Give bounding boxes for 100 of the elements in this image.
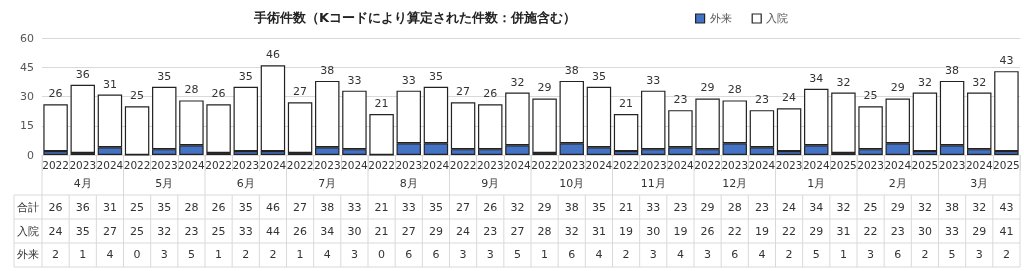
data-label: 0 xyxy=(378,248,386,261)
x-tick-label: 2023 xyxy=(938,158,966,171)
text: 21 xyxy=(619,200,634,214)
bar xyxy=(70,84,95,154)
total-label: 26 xyxy=(483,87,498,101)
text: 29 xyxy=(537,200,552,214)
x-tick-label: 2024 xyxy=(965,158,993,171)
text: 31 xyxy=(102,200,117,214)
data-label: 23 xyxy=(890,224,905,238)
data-label: 27 xyxy=(102,224,117,238)
total-label: 27 xyxy=(456,85,471,99)
total-label: 36 xyxy=(75,67,90,81)
x-tick-label: 2022 xyxy=(286,158,314,171)
x-tick-label: 2023 xyxy=(313,158,341,171)
data-label: 32 xyxy=(157,224,172,238)
text: 32 xyxy=(917,200,932,214)
text: 25 xyxy=(863,200,878,214)
text: 27 xyxy=(456,200,471,214)
total-label: 25 xyxy=(863,89,878,103)
total-label: 38 xyxy=(945,63,960,77)
text: 32 xyxy=(510,200,525,214)
text: 35 xyxy=(428,200,443,214)
data-label: 5 xyxy=(187,248,195,261)
data-label: 1 xyxy=(215,248,223,261)
x-tick-label: 2024 xyxy=(667,158,695,171)
total-label: 46 xyxy=(265,48,280,62)
text: 6月 xyxy=(236,176,255,190)
text: 12月 xyxy=(722,176,748,190)
data-label: 24 xyxy=(48,224,63,238)
total-label: 23 xyxy=(754,93,769,107)
total-label: 34 xyxy=(809,71,824,85)
bar xyxy=(206,104,231,154)
total-label: 35 xyxy=(428,69,443,83)
x-tick-label: 2024 xyxy=(178,158,206,171)
data-label: 22 xyxy=(727,224,742,238)
total-label: 38 xyxy=(320,63,335,77)
total-label: 33 xyxy=(347,73,362,87)
total-label: 21 xyxy=(619,97,634,111)
text: 26 xyxy=(483,200,498,214)
x-tick-label: 2024 xyxy=(96,158,124,171)
text: 外来 xyxy=(17,248,39,261)
data-label: 3 xyxy=(486,248,494,261)
data-label: 5 xyxy=(513,248,521,261)
data-label: 32 xyxy=(564,224,579,238)
text: 34 xyxy=(809,200,824,214)
data-label: 3 xyxy=(459,248,467,261)
x-tick-label: 2022 xyxy=(205,158,232,171)
total-label: 33 xyxy=(646,73,661,87)
data-label: 27 xyxy=(401,224,416,238)
data-label: 33 xyxy=(945,224,960,238)
bar xyxy=(287,102,313,154)
data-label: 33 xyxy=(238,224,253,238)
total-label: 32 xyxy=(836,75,851,89)
text: 35 xyxy=(591,200,606,214)
text: 4月 xyxy=(73,176,92,190)
total-label: 21 xyxy=(374,97,389,111)
text: 38 xyxy=(945,200,960,214)
data-label: 23 xyxy=(483,224,498,238)
x-tick-label: 2022 xyxy=(449,158,477,171)
total-label: 24 xyxy=(782,91,797,105)
data-label: 21 xyxy=(374,224,389,238)
text: 28 xyxy=(727,200,742,214)
total-label: 35 xyxy=(591,69,606,83)
legend-label: 外来 xyxy=(709,12,732,25)
data-label: 3 xyxy=(867,248,875,261)
total-label: 31 xyxy=(102,77,117,91)
text: 26 xyxy=(211,200,226,214)
data-label: 19 xyxy=(673,224,688,238)
data-label: 1 xyxy=(296,248,304,261)
data-label: 24 xyxy=(456,224,471,238)
data-label: 4 xyxy=(595,248,603,261)
y-tick-label: 0 xyxy=(27,148,34,162)
text: 8月 xyxy=(399,176,418,190)
text: 7月 xyxy=(318,176,337,190)
data-label: 3 xyxy=(350,248,358,261)
total-label: 35 xyxy=(157,69,172,83)
data-label: 4 xyxy=(758,248,766,261)
y-tick-label: 30 xyxy=(20,90,34,103)
text: 33 xyxy=(401,200,416,214)
text: 33 xyxy=(646,200,661,214)
data-label: 1 xyxy=(79,248,87,261)
data-label: 3 xyxy=(649,248,657,261)
data-label: 6 xyxy=(405,248,413,261)
data-label: 4 xyxy=(323,248,331,261)
data-label: 0 xyxy=(133,248,141,261)
data-label: 3 xyxy=(975,248,983,261)
legend-label: 入院 xyxy=(766,12,789,25)
data-label: 23 xyxy=(184,224,199,238)
total-label: 43 xyxy=(999,54,1014,68)
total-label: 23 xyxy=(673,93,688,107)
data-label: 2 xyxy=(622,248,630,261)
bar xyxy=(776,108,802,152)
x-tick-label: 2023 xyxy=(476,158,504,171)
text: 23 xyxy=(673,200,688,214)
text: 5月 xyxy=(155,176,174,190)
text: 38 xyxy=(320,200,335,214)
data-label: 44 xyxy=(265,224,280,238)
text: 25 xyxy=(130,200,145,214)
data-label: 26 xyxy=(293,224,308,238)
x-tick-label: 2022 xyxy=(694,158,721,171)
